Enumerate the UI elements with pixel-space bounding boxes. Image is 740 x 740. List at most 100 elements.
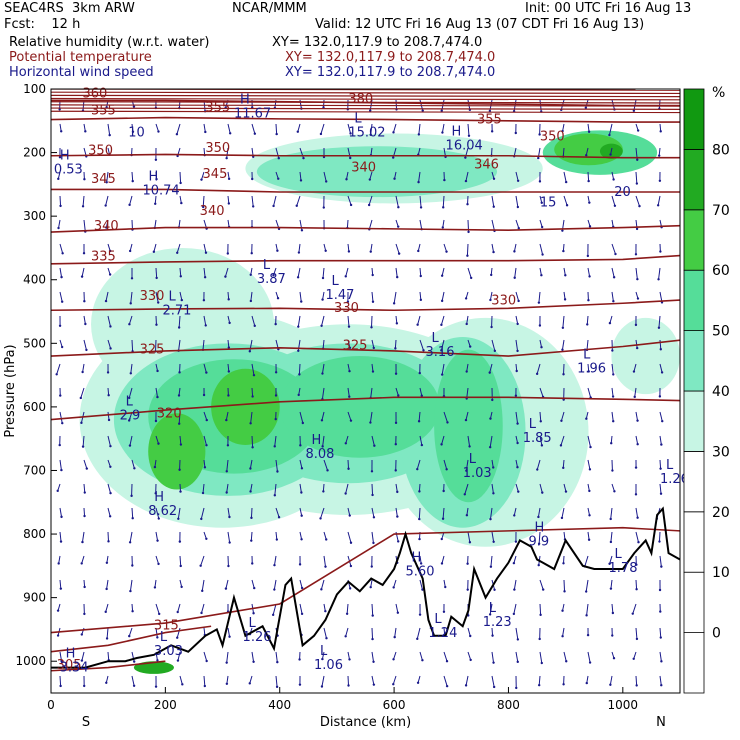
wind-vector-head — [81, 445, 85, 448]
wind-vector — [155, 627, 158, 638]
wind-vector — [322, 339, 325, 349]
wind-vector-head — [179, 490, 182, 493]
wind-vector-head — [417, 180, 420, 184]
extremum-kind: H — [412, 550, 422, 565]
wind-vector — [131, 507, 134, 519]
theta-line-330 — [51, 299, 680, 312]
wind-vector-head — [638, 204, 641, 208]
wind-vector — [563, 171, 567, 183]
wind-vector-head — [418, 371, 421, 375]
legend-theta-xy: XY= 132.0,117.9 to 208.7,474.0 — [285, 50, 496, 65]
wind-vector — [202, 483, 205, 494]
theta-label: 350 — [88, 143, 113, 158]
wind-vector — [346, 603, 349, 614]
wind-vector-head — [512, 612, 516, 616]
wind-vector-head — [227, 177, 231, 181]
wind-vector-head — [634, 493, 638, 496]
wind-vector-head — [392, 658, 395, 661]
wind-vector — [539, 603, 542, 615]
colorbar-label: 0 — [712, 626, 721, 642]
wind-vector — [59, 339, 63, 348]
wind-vector-head — [464, 156, 467, 159]
wind-vector-head — [445, 250, 448, 253]
wind-vector — [393, 651, 397, 660]
wind-vector-head — [157, 442, 160, 445]
wind-vector — [345, 627, 349, 637]
wind-vector-head — [300, 514, 303, 517]
wind-vector — [131, 339, 134, 352]
wind-vector-head — [396, 490, 399, 494]
extremum-kind: L — [354, 112, 362, 127]
wind-vector — [299, 411, 304, 424]
wind-vector-head — [225, 491, 228, 494]
wind-vector-head — [657, 326, 661, 329]
wind-vector-head — [349, 132, 352, 135]
wind-vector — [57, 483, 61, 492]
wind-vector-head — [104, 299, 108, 303]
wind-vector — [611, 195, 616, 206]
wind-vector-head — [296, 276, 300, 279]
wind-vector — [345, 267, 349, 277]
extremum-kind: L — [529, 417, 537, 432]
wind-vector — [320, 507, 325, 519]
wind-vector-head — [109, 465, 112, 468]
wind-vector — [466, 363, 469, 372]
wind-vector — [347, 531, 352, 543]
wind-vector — [489, 507, 493, 520]
wind-vector-head — [277, 177, 280, 180]
wind-vector-head — [587, 370, 590, 373]
wind-vector-head — [540, 225, 544, 229]
wind-vector-head — [226, 444, 230, 447]
wind-vector — [370, 147, 373, 156]
wind-vector — [130, 291, 133, 304]
y-tick-label: 200 — [23, 146, 46, 160]
wind-vector — [202, 339, 205, 350]
wind-vector-head — [418, 490, 421, 493]
wind-vector — [249, 675, 253, 684]
wind-vector — [203, 363, 207, 373]
wind-vector-head — [369, 109, 372, 112]
wind-vector-head — [348, 587, 352, 590]
wind-vector — [59, 507, 63, 517]
wind-vector-head — [300, 491, 303, 494]
wind-vector-head — [105, 637, 109, 640]
wind-vector-head — [275, 685, 279, 689]
wind-vector — [635, 435, 639, 445]
wind-vector-head — [468, 445, 471, 448]
wind-vector-head — [608, 321, 612, 325]
wind-vector-head — [513, 250, 516, 253]
wind-vector — [179, 171, 182, 183]
wind-vector — [371, 435, 375, 446]
wind-vector — [562, 459, 565, 468]
wind-vector — [59, 411, 63, 424]
wind-vector-head — [610, 442, 613, 445]
wind-vector-head — [445, 468, 448, 471]
wind-vector — [611, 387, 614, 397]
wind-vector — [299, 291, 302, 302]
wind-vector-head — [344, 635, 347, 638]
wind-vector-head — [514, 131, 517, 135]
wind-vector-head — [105, 226, 108, 229]
wind-vector — [587, 171, 590, 182]
wind-vector — [393, 123, 397, 133]
wind-vector-head — [372, 660, 375, 663]
wind-vector-head — [178, 468, 181, 471]
wind-vector — [489, 291, 493, 301]
wind-vector-head — [416, 323, 419, 326]
wind-vector — [371, 291, 374, 302]
wind-vector-head — [276, 249, 279, 252]
wind-vector-head — [517, 299, 520, 303]
wind-vector-head — [326, 469, 329, 472]
wind-vector — [128, 387, 133, 399]
theta-line-315 — [51, 526, 680, 634]
wind-vector-head — [300, 538, 303, 541]
extremum-value: 1.78 — [609, 561, 638, 576]
theta-label: 315 — [154, 618, 179, 633]
wind-vector — [59, 195, 62, 206]
wind-vector-head — [440, 323, 443, 327]
wind-vector-head — [392, 586, 395, 589]
wind-vector — [81, 531, 85, 543]
wind-vector-head — [84, 322, 87, 326]
theta-line-upper — [51, 110, 680, 114]
wind-vector-head — [488, 371, 491, 374]
